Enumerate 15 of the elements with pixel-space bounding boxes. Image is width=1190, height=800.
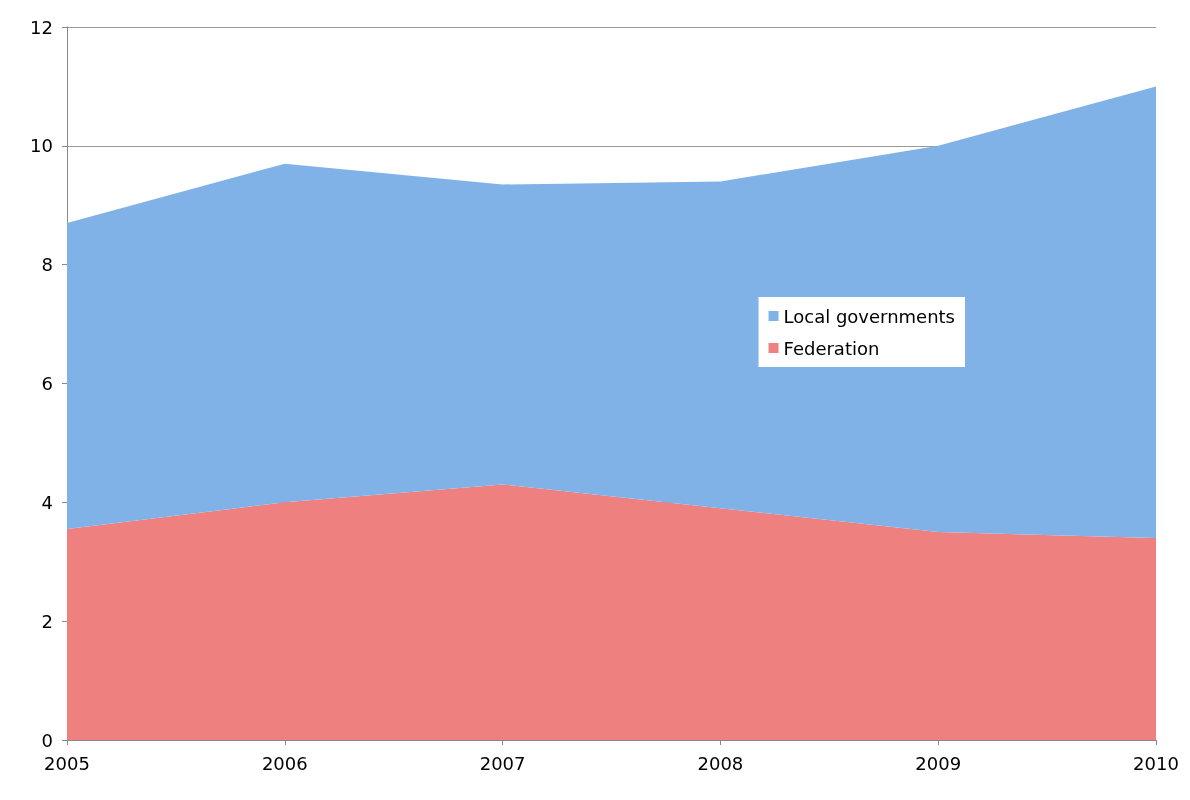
x-tick-label: 2010 <box>1133 752 1179 774</box>
legend-label: Federation <box>783 337 880 359</box>
x-tick-label: 2008 <box>697 752 744 774</box>
x-tick-label: 2009 <box>915 752 962 774</box>
y-tick-label: 10 <box>30 135 53 157</box>
y-tick-label: 2 <box>41 610 53 632</box>
x-tick-label: 2007 <box>479 752 526 774</box>
y-tick-label: 8 <box>41 254 53 276</box>
y-tick-label: 4 <box>41 491 53 513</box>
legend-label: Local governments <box>783 305 955 327</box>
y-tick-label: 0 <box>41 729 53 751</box>
y-tick-label: 12 <box>30 16 53 38</box>
y-tick-label: 6 <box>41 373 53 394</box>
x-tick-label: 2006 <box>261 752 308 774</box>
x-tick-label: 2005 <box>44 752 90 774</box>
